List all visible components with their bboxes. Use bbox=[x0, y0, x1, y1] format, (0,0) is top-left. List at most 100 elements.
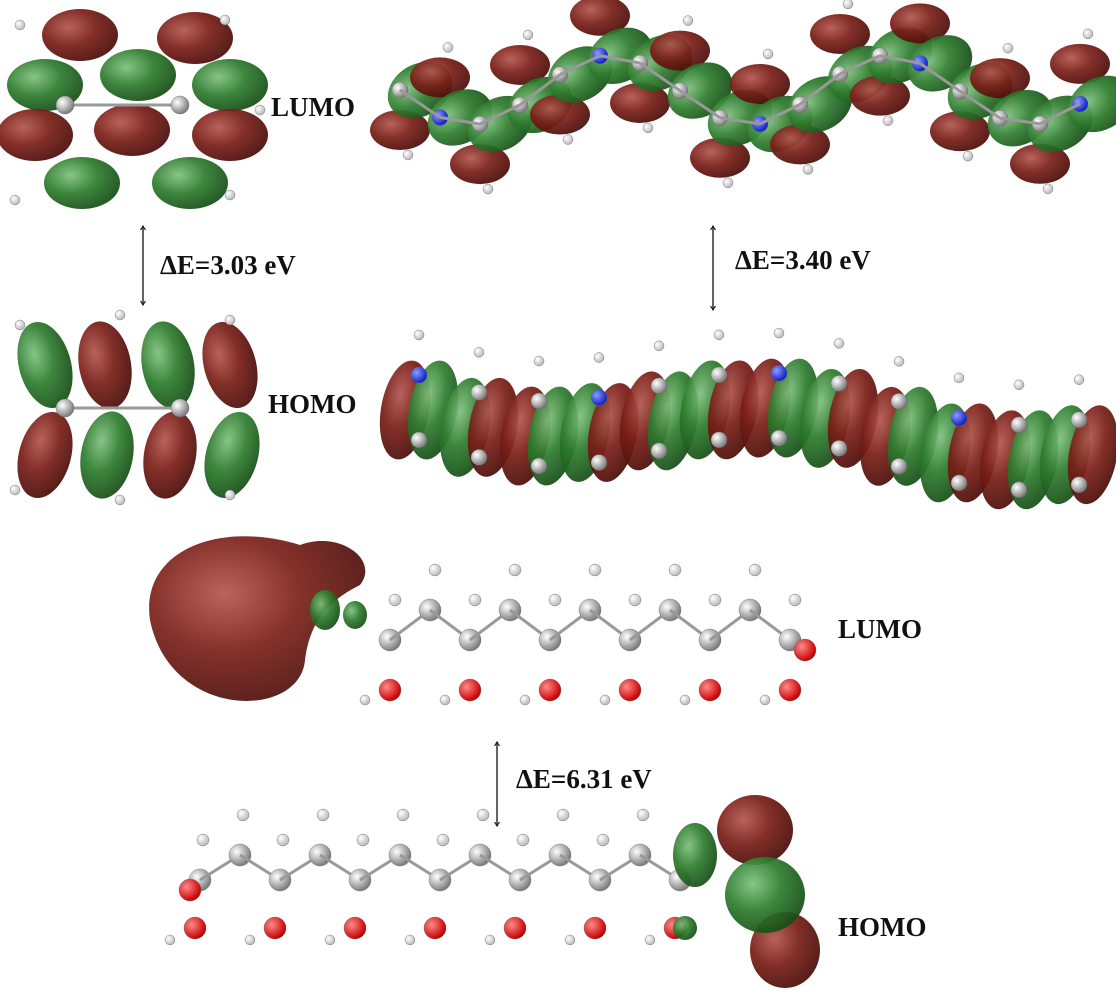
atom bbox=[951, 475, 967, 491]
atom bbox=[397, 809, 409, 821]
atom bbox=[749, 564, 761, 576]
atom bbox=[643, 123, 653, 133]
atom bbox=[523, 30, 533, 40]
atom bbox=[440, 695, 450, 705]
gap-label: ΔE=3.03 eV bbox=[160, 250, 296, 280]
atom bbox=[651, 443, 667, 459]
atom bbox=[891, 393, 907, 409]
atom bbox=[255, 105, 265, 115]
atom bbox=[954, 373, 964, 383]
orbital-lobe bbox=[152, 157, 228, 209]
atom bbox=[264, 917, 286, 939]
atom bbox=[56, 399, 74, 417]
atom bbox=[443, 42, 453, 52]
atom bbox=[563, 135, 573, 145]
atom bbox=[549, 594, 561, 606]
atom bbox=[360, 695, 370, 705]
atom bbox=[115, 495, 125, 505]
atom bbox=[711, 432, 727, 448]
atom bbox=[531, 458, 547, 474]
atom bbox=[723, 178, 733, 188]
molecules bbox=[0, 0, 1116, 988]
homo-label: HOMO bbox=[268, 389, 357, 419]
orbital-figure: LUMO HOMO ΔE=3.03 eV ΔE=3.40 eV LUMO ΔE=… bbox=[0, 0, 1116, 992]
orbital-lobe bbox=[717, 795, 793, 865]
atom bbox=[379, 679, 401, 701]
atom bbox=[115, 310, 125, 320]
atom bbox=[437, 834, 449, 846]
atom bbox=[891, 458, 907, 474]
atom bbox=[834, 338, 844, 348]
atom bbox=[1014, 380, 1024, 390]
orbital-lobe bbox=[310, 590, 340, 630]
orbital-lobe bbox=[42, 9, 118, 61]
homo-label: HOMO bbox=[838, 912, 927, 942]
atom bbox=[317, 809, 329, 821]
atom bbox=[220, 15, 230, 25]
atom bbox=[15, 20, 25, 30]
atom bbox=[591, 455, 607, 471]
atom bbox=[424, 917, 446, 939]
atom bbox=[411, 367, 427, 383]
atom bbox=[277, 834, 289, 846]
atom bbox=[15, 320, 25, 330]
atom bbox=[803, 164, 813, 174]
atom bbox=[637, 809, 649, 821]
atom bbox=[477, 809, 489, 821]
atom bbox=[225, 315, 235, 325]
atom bbox=[56, 96, 74, 114]
atom bbox=[520, 695, 530, 705]
orbital-lobe bbox=[137, 407, 203, 503]
atom bbox=[344, 917, 366, 939]
atom bbox=[774, 328, 784, 338]
atom bbox=[357, 834, 369, 846]
orbital-lobe bbox=[192, 59, 268, 111]
atom bbox=[619, 679, 641, 701]
atom bbox=[411, 432, 427, 448]
atom bbox=[471, 449, 487, 465]
atom bbox=[405, 935, 415, 945]
atom bbox=[1003, 43, 1013, 53]
atom bbox=[629, 594, 641, 606]
atom bbox=[184, 917, 206, 939]
atom bbox=[699, 679, 721, 701]
atom bbox=[951, 410, 967, 426]
atom bbox=[179, 879, 201, 901]
atom bbox=[651, 378, 667, 394]
atom bbox=[600, 695, 610, 705]
atom bbox=[389, 594, 401, 606]
atom bbox=[1043, 184, 1053, 194]
orbital-lobe bbox=[135, 317, 201, 413]
atom bbox=[557, 809, 569, 821]
atom bbox=[325, 935, 335, 945]
lumo-label: LUMO bbox=[838, 614, 922, 644]
atom bbox=[669, 564, 681, 576]
lumo-label: LUMO bbox=[271, 92, 355, 122]
gap-label: ΔE=6.31 eV bbox=[516, 764, 652, 794]
atom bbox=[680, 695, 690, 705]
atom bbox=[831, 375, 847, 391]
orbital-lobe bbox=[195, 406, 268, 504]
orbital-lobe bbox=[100, 49, 176, 101]
atom bbox=[225, 490, 235, 500]
atom bbox=[471, 384, 487, 400]
orbital-lobe bbox=[725, 857, 805, 933]
atom bbox=[1074, 375, 1084, 385]
atom bbox=[237, 809, 249, 821]
atom bbox=[584, 917, 606, 939]
atom bbox=[485, 935, 495, 945]
orbital-lobe bbox=[44, 157, 120, 209]
atom bbox=[654, 341, 664, 351]
atom bbox=[531, 393, 547, 409]
atom bbox=[883, 116, 893, 126]
atom bbox=[1083, 29, 1093, 39]
gap-label: ΔE=3.40 eV bbox=[735, 245, 871, 275]
atom bbox=[760, 695, 770, 705]
atom bbox=[474, 347, 484, 357]
atom bbox=[894, 356, 904, 366]
atom bbox=[683, 16, 693, 26]
atom bbox=[843, 0, 853, 9]
atom bbox=[794, 639, 816, 661]
orbital-lobe bbox=[72, 317, 138, 413]
atom bbox=[709, 594, 721, 606]
